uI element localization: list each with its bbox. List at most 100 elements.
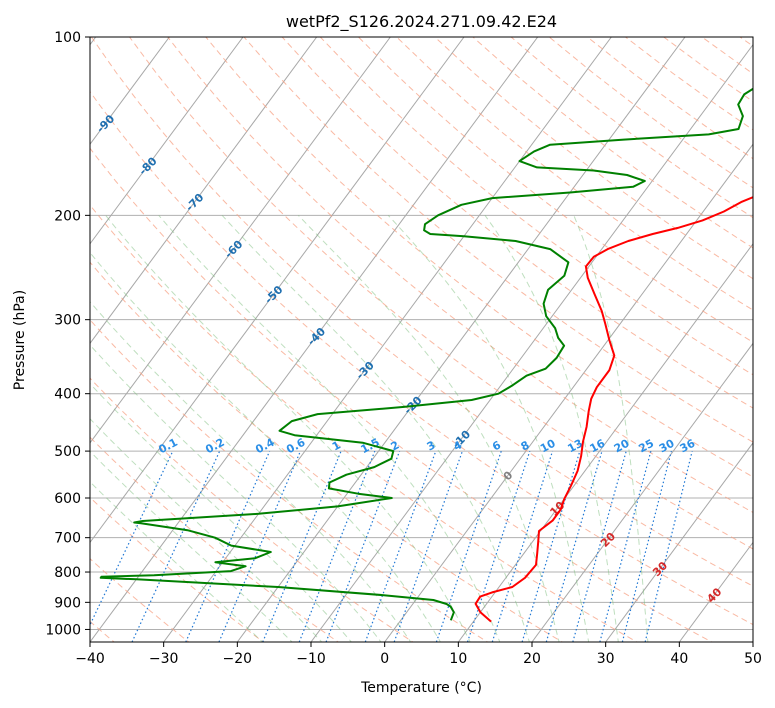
mixing-ratio-label: 0.1 (156, 436, 179, 457)
moist-adiabat-line (90, 301, 412, 642)
moist-adiabat-line (297, 214, 560, 642)
y-tick-label: 400 (54, 387, 81, 403)
y-tick-label: 100 (54, 30, 81, 46)
sounding-profiles (99, 87, 753, 623)
dry-adiabat-line (90, 496, 265, 642)
isotherm-line (678, 541, 753, 642)
dry-adiabat-line (663, 37, 753, 103)
mixing-ratio-lines (90, 450, 693, 642)
isotherm-line (752, 641, 753, 642)
x-tick-label: 50 (744, 651, 762, 667)
x-tick-label: −20 (223, 651, 253, 667)
mixing-ratio-label: 20 (612, 437, 632, 456)
moist-adiabat-line (221, 214, 530, 642)
mixing-ratio-line (644, 450, 693, 642)
isotherm-label: -50 (262, 283, 285, 306)
mixing-ratio-line (262, 450, 342, 642)
mixing-ratio-label: 36 (678, 437, 698, 456)
isotherm-line (384, 143, 753, 642)
isotherm-line (90, 37, 318, 345)
dry-adiabat-line (90, 319, 489, 642)
x-tick-label: 30 (597, 651, 615, 667)
dry-adiabat-line (472, 37, 753, 249)
isotherm-line (457, 242, 753, 642)
isotherm-label: -70 (183, 191, 206, 214)
dry-adiabat-line (319, 37, 753, 376)
dry-adiabat-line (434, 37, 753, 280)
mixing-ratio-line (393, 450, 463, 642)
isotherm-line (531, 342, 753, 642)
isotherm-line (90, 37, 170, 146)
x-tick-label: 0 (380, 651, 389, 667)
mixing-ratio-line (218, 450, 302, 642)
mixing-ratio-line (131, 450, 221, 642)
mixing-ratio-label: 13 (565, 437, 585, 456)
isotherm-line (236, 37, 686, 642)
dry-adiabat-line (205, 37, 753, 478)
moist-adiabat-line (90, 382, 352, 642)
moist-adiabat-line (158, 214, 501, 642)
isotherm-label: -30 (354, 359, 377, 382)
x-tick-label: −30 (149, 651, 179, 667)
mixing-ratio-line (572, 450, 627, 642)
x-tick-label: 20 (523, 651, 541, 667)
y-axis-label: Pressure (hPa) (12, 290, 28, 390)
moist-adiabat-line (90, 344, 382, 642)
mixing-ratio-line (435, 450, 502, 642)
y-tick-label: 1000 (45, 622, 81, 638)
x-axis-label: Temperature (°C) (360, 680, 482, 696)
plot-frame (89, 36, 754, 643)
dry-adiabat-line (90, 90, 753, 626)
y-tick-label: 300 (54, 313, 81, 329)
temperature-profile (474, 196, 753, 623)
mixing-ratio-label: 0.4 (253, 436, 277, 457)
isotherm-label: 0 (501, 468, 516, 483)
mixing-ratio-line (521, 450, 581, 642)
y-tick-label: 700 (54, 531, 81, 547)
dry-adiabat-label: 30 (650, 559, 670, 579)
plot-area: -100-90-80-70-60-50-40-30-20-100 0.1 0.2 0… (90, 37, 753, 642)
mixing-ratio-line (545, 450, 603, 642)
mixing-ratio-label: 16 (588, 437, 608, 456)
x-tick-label: −10 (296, 651, 326, 667)
isotherm-line (605, 442, 753, 642)
dry-adiabat-line (281, 37, 753, 409)
isotherm-line (90, 37, 391, 444)
isotherm-line (90, 37, 465, 544)
dry-adiabat-line (90, 37, 753, 587)
dry-adiabat-line (90, 261, 564, 642)
dry-adiabat-line (90, 436, 340, 642)
dry-adiabat-line (129, 37, 753, 550)
mixing-ratio-line (185, 450, 271, 642)
moist-adiabat-line (90, 481, 264, 642)
isotherm-label: -80 (136, 154, 159, 177)
isotherm-label: -60 (222, 238, 245, 261)
mixing-ratio-label: 25 (636, 437, 656, 456)
x-tick-label: −40 (75, 651, 105, 667)
moist-adiabat-lines (90, 214, 649, 642)
dry-adiabat-line (548, 37, 753, 189)
y-tick-label: 600 (54, 491, 81, 507)
y-tick-label: 200 (54, 208, 81, 224)
y-axis-ticks: 100 200 300 400 500 600 700 800 900 1000 (45, 30, 90, 638)
mixing-ratio-line (90, 450, 174, 627)
isotherm-line (90, 37, 244, 245)
dewpoint-profile (99, 87, 753, 621)
mixing-ratio-labels: 0.1 0.2 0.4 0.6 1 1.5 2 3 4 6 8 10 13 16 20 25 30 36 (156, 436, 697, 457)
mixing-ratio-line (491, 450, 554, 642)
isobar-gridlines (90, 37, 753, 630)
y-tick-label: 900 (54, 595, 81, 611)
dry-adiabat-line (243, 37, 753, 443)
isotherm-label: -40 (305, 325, 328, 348)
mixing-ratio-line (466, 450, 531, 642)
y-tick-label: 800 (54, 565, 81, 581)
dry-adiabat-line (90, 204, 639, 642)
moist-adiabat-line (90, 251, 441, 642)
moist-adiabat-line (90, 450, 293, 642)
x-tick-label: 40 (670, 651, 688, 667)
mixing-ratio-line (364, 450, 437, 642)
mixing-ratio-line (621, 450, 672, 642)
x-tick-label: 10 (449, 651, 467, 667)
dry-adiabat-line (396, 37, 753, 311)
